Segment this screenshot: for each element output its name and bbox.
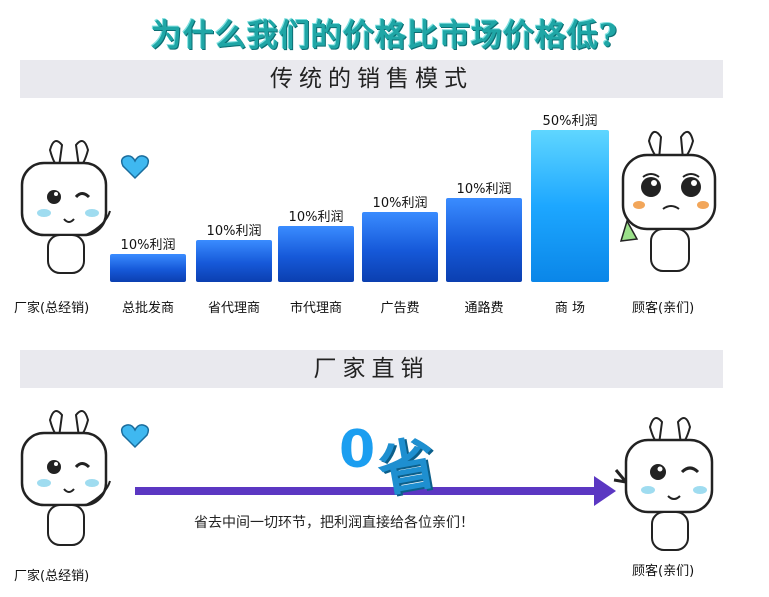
chart-category-label: 市代理商: [289, 301, 342, 316]
chart-data-label: 10%利润: [120, 238, 176, 253]
chart-category-label: 通路费: [464, 301, 504, 316]
mascot-wink-left-2: [20, 410, 111, 546]
page-title: 为什么我们的价格比市场价格低?: [150, 18, 619, 54]
chain-end-label: 顾客(亲们): [632, 301, 695, 316]
customer-label: 顾客(亲们): [632, 564, 695, 579]
mascot-wink-left: [20, 140, 111, 274]
chart-category-label: 省代理商: [207, 301, 260, 316]
chart-bar: [278, 226, 354, 282]
chart-category-label: 总批发商: [121, 301, 174, 316]
chart-data-label: 10%利润: [288, 210, 344, 225]
chain-start-label: 厂家(总经销): [14, 301, 90, 316]
mascot-peace-right: [613, 417, 714, 551]
chart-bar: [110, 254, 186, 282]
factory-label: 厂家(总经销): [14, 569, 90, 584]
direct-description: 省去中间一切环节，把利润直接给各位亲们！: [194, 515, 474, 531]
heart-icon: [120, 155, 150, 180]
direct-header: 厂家直销: [20, 350, 723, 388]
mascot-crying-right: [619, 130, 717, 272]
chart-bar: [446, 198, 522, 282]
chart-bar: [362, 212, 438, 282]
chart-category-label: 商 场: [554, 301, 586, 316]
zero-text: 0: [339, 420, 376, 480]
traditional-header: 传统的销售模式: [20, 60, 723, 98]
direct-arrow-line: [135, 487, 597, 495]
direct-arrow-head: [594, 476, 616, 506]
chart-data-label: 10%利润: [456, 182, 512, 197]
chart-bar: [196, 240, 272, 282]
chart-data-label: 10%利润: [206, 224, 262, 239]
chart-bar: [531, 130, 609, 282]
chart-data-label: 10%利润: [372, 196, 428, 211]
chart-category-label: 广告费: [380, 301, 420, 316]
chart-data-label: 50%利润: [542, 114, 598, 129]
heart-icon-2: [120, 424, 150, 449]
